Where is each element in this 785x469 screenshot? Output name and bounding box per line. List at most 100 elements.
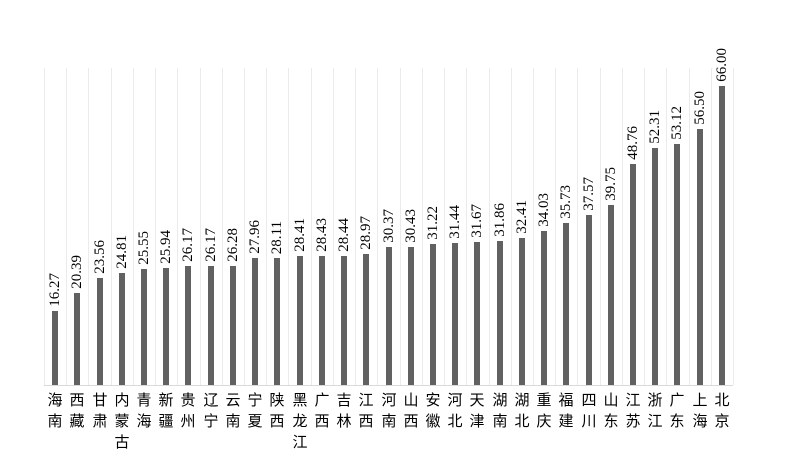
gridline	[355, 68, 356, 385]
bar-value-label: 32.41	[514, 200, 530, 234]
bar-value-label: 26.28	[225, 228, 241, 262]
category-label: 宁夏	[247, 393, 263, 430]
bar	[519, 238, 525, 385]
gridline	[400, 68, 401, 385]
bar-value-label: 30.37	[381, 209, 397, 243]
gridline	[244, 68, 245, 385]
plot-area: 16.27 海南 20.39 西藏 23.56 甘肃 24.81 内蒙古 25.55 青海 25.9…	[44, 48, 734, 451]
bar	[208, 266, 214, 385]
bar	[141, 269, 147, 385]
gridline	[177, 68, 178, 385]
category-label: 重庆	[536, 393, 552, 430]
category-label: 河北	[447, 393, 463, 430]
gridline	[466, 68, 467, 385]
bar	[119, 273, 125, 385]
bar-value-label: 28.97	[358, 216, 374, 250]
gridline	[489, 68, 490, 385]
bar-value-label: 20.39	[69, 255, 85, 289]
bar	[386, 247, 392, 385]
gridline	[555, 68, 556, 385]
gridline	[111, 68, 112, 385]
category-label: 陕西	[269, 393, 285, 430]
bar	[474, 242, 480, 385]
bar-value-label: 25.94	[158, 230, 174, 264]
x-axis-line	[44, 385, 733, 386]
category-label: 山西	[403, 393, 419, 430]
gridline	[222, 68, 223, 385]
bar	[719, 86, 725, 385]
category-label: 内蒙古	[114, 393, 130, 451]
category-label: 上海	[692, 393, 708, 430]
bar	[185, 266, 191, 385]
category-label: 新疆	[158, 393, 174, 430]
bar	[652, 148, 658, 385]
category-label: 浙江	[647, 393, 663, 430]
gridline	[444, 68, 445, 385]
category-label: 贵州	[180, 393, 196, 430]
category-label: 甘肃	[92, 393, 108, 430]
gridline	[622, 68, 623, 385]
bar	[252, 258, 258, 385]
bar-value-label: 30.43	[403, 209, 419, 243]
category-label: 福建	[558, 393, 574, 430]
bar	[497, 241, 503, 385]
bar	[274, 258, 280, 385]
bar	[341, 256, 347, 385]
gridline	[155, 68, 156, 385]
gridline	[288, 68, 289, 385]
bar	[563, 223, 569, 385]
category-label: 辽宁	[203, 393, 219, 430]
bar-value-label: 28.43	[314, 218, 330, 252]
bar	[586, 215, 592, 385]
bar-value-label: 26.17	[203, 228, 219, 262]
gridline	[689, 68, 690, 385]
category-label: 吉林	[336, 393, 352, 430]
gridline	[200, 68, 201, 385]
bar	[408, 247, 414, 385]
gridline	[44, 68, 45, 385]
bar	[297, 256, 303, 385]
bar-value-label: 34.03	[536, 193, 552, 227]
category-label: 广西	[314, 393, 330, 430]
gridline	[333, 68, 334, 385]
bar	[52, 311, 58, 385]
bar-value-label: 27.96	[247, 220, 263, 254]
category-label: 广东	[669, 393, 685, 430]
category-label: 山东	[603, 393, 619, 430]
category-label: 海南	[47, 393, 63, 430]
bar-value-label: 31.67	[469, 204, 485, 238]
bar-value-label: 53.12	[669, 106, 685, 140]
category-label: 云南	[225, 393, 241, 430]
category-label: 天津	[469, 393, 485, 430]
gridline	[66, 68, 67, 385]
bar	[630, 164, 636, 385]
bar	[430, 244, 436, 385]
bar-value-label: 28.41	[292, 218, 308, 252]
gridline	[133, 68, 134, 385]
bar	[230, 266, 236, 385]
bar-value-label: 39.75	[603, 167, 619, 201]
category-label: 江西	[358, 393, 374, 430]
bar-value-label: 31.44	[447, 205, 463, 239]
bar	[541, 231, 547, 385]
gridline	[600, 68, 601, 385]
bar	[74, 293, 80, 385]
bar	[163, 268, 169, 385]
gridline	[733, 68, 734, 385]
bar	[363, 254, 369, 385]
gridline	[311, 68, 312, 385]
gridline	[377, 68, 378, 385]
gridline	[644, 68, 645, 385]
bar	[97, 278, 103, 385]
bar-value-label: 31.22	[425, 206, 441, 240]
gridline	[666, 68, 667, 385]
category-label: 西藏	[69, 393, 85, 430]
bar	[697, 129, 703, 385]
bar-value-label: 35.73	[558, 185, 574, 219]
bar-value-label: 28.44	[336, 218, 352, 252]
category-label: 河南	[381, 393, 397, 430]
bar	[452, 243, 458, 385]
gridline	[88, 68, 89, 385]
gridline	[711, 68, 712, 385]
gridline	[266, 68, 267, 385]
